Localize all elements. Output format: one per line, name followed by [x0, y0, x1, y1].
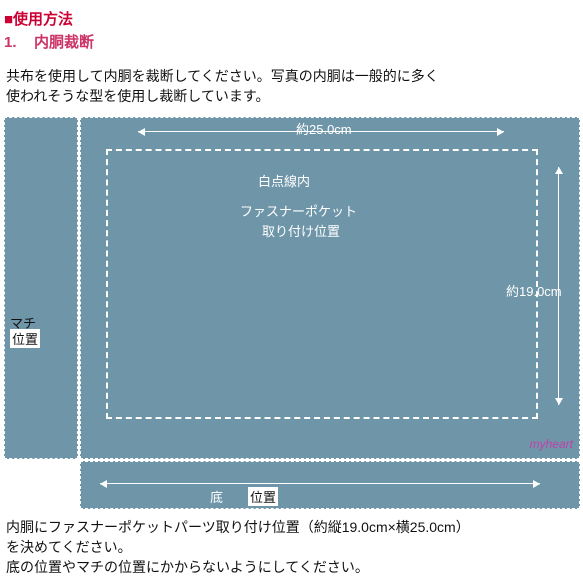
- bottom-label: 位置: [248, 487, 278, 506]
- bottom-label: 底: [210, 487, 223, 506]
- cutting-diagram: 約25.0cm 約19.0cm 白点線内 ファスナーポケット 取り付け位置 マチ…: [0, 113, 583, 513]
- height-label: 約19.0cm: [506, 281, 562, 300]
- footer-line: 底の位置やマチの位置にかからないようにしてください。: [6, 557, 577, 577]
- pocket-label: 取り付け位置: [262, 221, 340, 240]
- intro-paragraph: 共布を使用して内胴を裁断してください。写真の内胴は一般的に多く 使われそうな型を…: [0, 52, 583, 113]
- pocket-position-outline: [106, 149, 538, 419]
- footer-line: 内胴にファスナーポケットパーツ取り付け位置（約縦19.0cm×横25.0cm）: [6, 517, 577, 537]
- intro-line: 使われそうな型を使用し裁断しています。: [6, 86, 577, 106]
- gusset-label: 位置: [10, 329, 40, 348]
- watermark: myheart: [530, 437, 573, 451]
- step-number: 1.: [4, 34, 34, 51]
- intro-line: 共布を使用して内胴を裁断してください。写真の内胴は一般的に多く: [6, 66, 577, 86]
- section-title: ■使用方法: [0, 0, 583, 31]
- step-title: 1.内胴裁断: [0, 31, 583, 52]
- width-label: 約25.0cm: [296, 119, 352, 138]
- bottom-panel: [80, 461, 580, 509]
- step-name: 内胴裁断: [34, 34, 94, 51]
- bottom-dimension-line: [100, 483, 540, 484]
- gusset-panel: [4, 117, 78, 459]
- dashline-label: 白点線内: [258, 171, 310, 190]
- footer-line: を決めてください。: [6, 537, 577, 557]
- pocket-label: ファスナーポケット: [240, 201, 357, 220]
- footer-paragraph: 内胴にファスナーポケットパーツ取り付け位置（約縦19.0cm×横25.0cm） …: [0, 513, 583, 578]
